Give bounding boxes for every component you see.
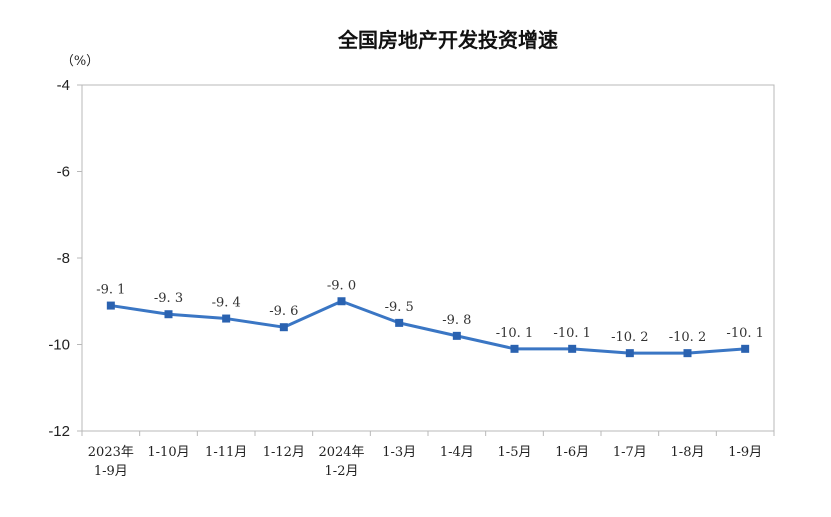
x-tick-label-line: 1-2月: [325, 464, 359, 479]
y-axis: -4 -6 -8 -10 -12: [48, 77, 82, 440]
data-point: [510, 344, 519, 353]
data-label: -9. 5: [385, 300, 414, 315]
x-tick-label: 1-8月: [671, 445, 705, 460]
data-label: -10. 1: [496, 326, 533, 341]
data-point: [279, 323, 288, 332]
data-point: [395, 318, 404, 327]
data-point: [164, 310, 173, 319]
x-tick-label-line: 1-4月: [440, 445, 474, 460]
y-unit-label: （%）: [61, 54, 99, 69]
x-tick-label: 1-7月: [613, 445, 647, 460]
x-tick-label-line: 1-9月: [94, 464, 128, 479]
data-label: -9. 4: [212, 296, 241, 311]
data-label: -9. 8: [442, 313, 471, 328]
y-tick-label: -10: [48, 337, 70, 354]
data-label: -10. 1: [726, 326, 763, 341]
data-point: [337, 297, 346, 306]
x-tick-label-line: 2023年: [88, 445, 134, 460]
data-labels: -9. 1 -9. 3 -9. 4 -9. 6 -9. 0 -9. 5 -9. 8 -10. …: [96, 278, 764, 345]
y-tick-label: -4: [57, 77, 70, 94]
x-tick-label-line: 1-9月: [728, 445, 762, 460]
data-label: -10. 2: [669, 330, 706, 345]
x-tick-label-line: 1-8月: [671, 445, 705, 460]
data-point: [452, 331, 461, 340]
x-tick-label-line: 1-5月: [498, 445, 532, 460]
x-tick-label-line: 1-7月: [613, 445, 647, 460]
data-point: [625, 349, 634, 358]
data-point: [741, 344, 750, 353]
x-tick-label: 1-4月: [440, 445, 474, 460]
data-label: -9. 6: [269, 304, 298, 319]
x-tick-label-line: 1-10月: [147, 445, 189, 460]
data-label: -9. 3: [154, 291, 183, 306]
y-tick-label: -12: [48, 423, 70, 440]
plot-frame: [81, 84, 775, 432]
y-tick-label: -6: [57, 164, 70, 181]
data-point: [568, 344, 577, 353]
x-tick-label: 2024年 1-2月: [318, 445, 364, 479]
data-label: -9. 0: [327, 278, 356, 293]
data-point: [683, 349, 692, 358]
x-axis: 2023年 1-9月 1-10月 1-11月 1-12月 2024年 1-2月 1-3月 1-4…: [81, 431, 775, 479]
x-tick-label-line: 1-12月: [263, 445, 305, 460]
series-group: [106, 297, 750, 358]
x-tick-label: 1-12月: [263, 445, 305, 460]
data-label: -9. 1: [96, 283, 125, 298]
x-tick-label: 1-5月: [498, 445, 532, 460]
x-tick-label: 1-9月: [728, 445, 762, 460]
data-label: -10. 1: [553, 326, 590, 341]
x-tick-label: 1-11月: [205, 445, 247, 460]
data-point: [106, 301, 115, 310]
y-tick-label: -8: [57, 250, 70, 267]
chart-title: 全国房地产开发投资增速: [337, 28, 558, 52]
x-tick-label-line: 1-6月: [555, 445, 589, 460]
x-tick-label: 1-6月: [555, 445, 589, 460]
x-tick-label-line: 1-11月: [205, 445, 247, 460]
x-tick-label-line: 1-3月: [382, 445, 416, 460]
x-tick-label: 2023年 1-9月: [88, 445, 134, 479]
series-line: [110, 299, 746, 355]
data-point: [222, 314, 231, 323]
x-tick-label: 1-10月: [147, 445, 189, 460]
x-tick-label-line: 2024年: [318, 445, 364, 460]
data-label: -10. 2: [611, 330, 648, 345]
x-tick-label: 1-3月: [382, 445, 416, 460]
